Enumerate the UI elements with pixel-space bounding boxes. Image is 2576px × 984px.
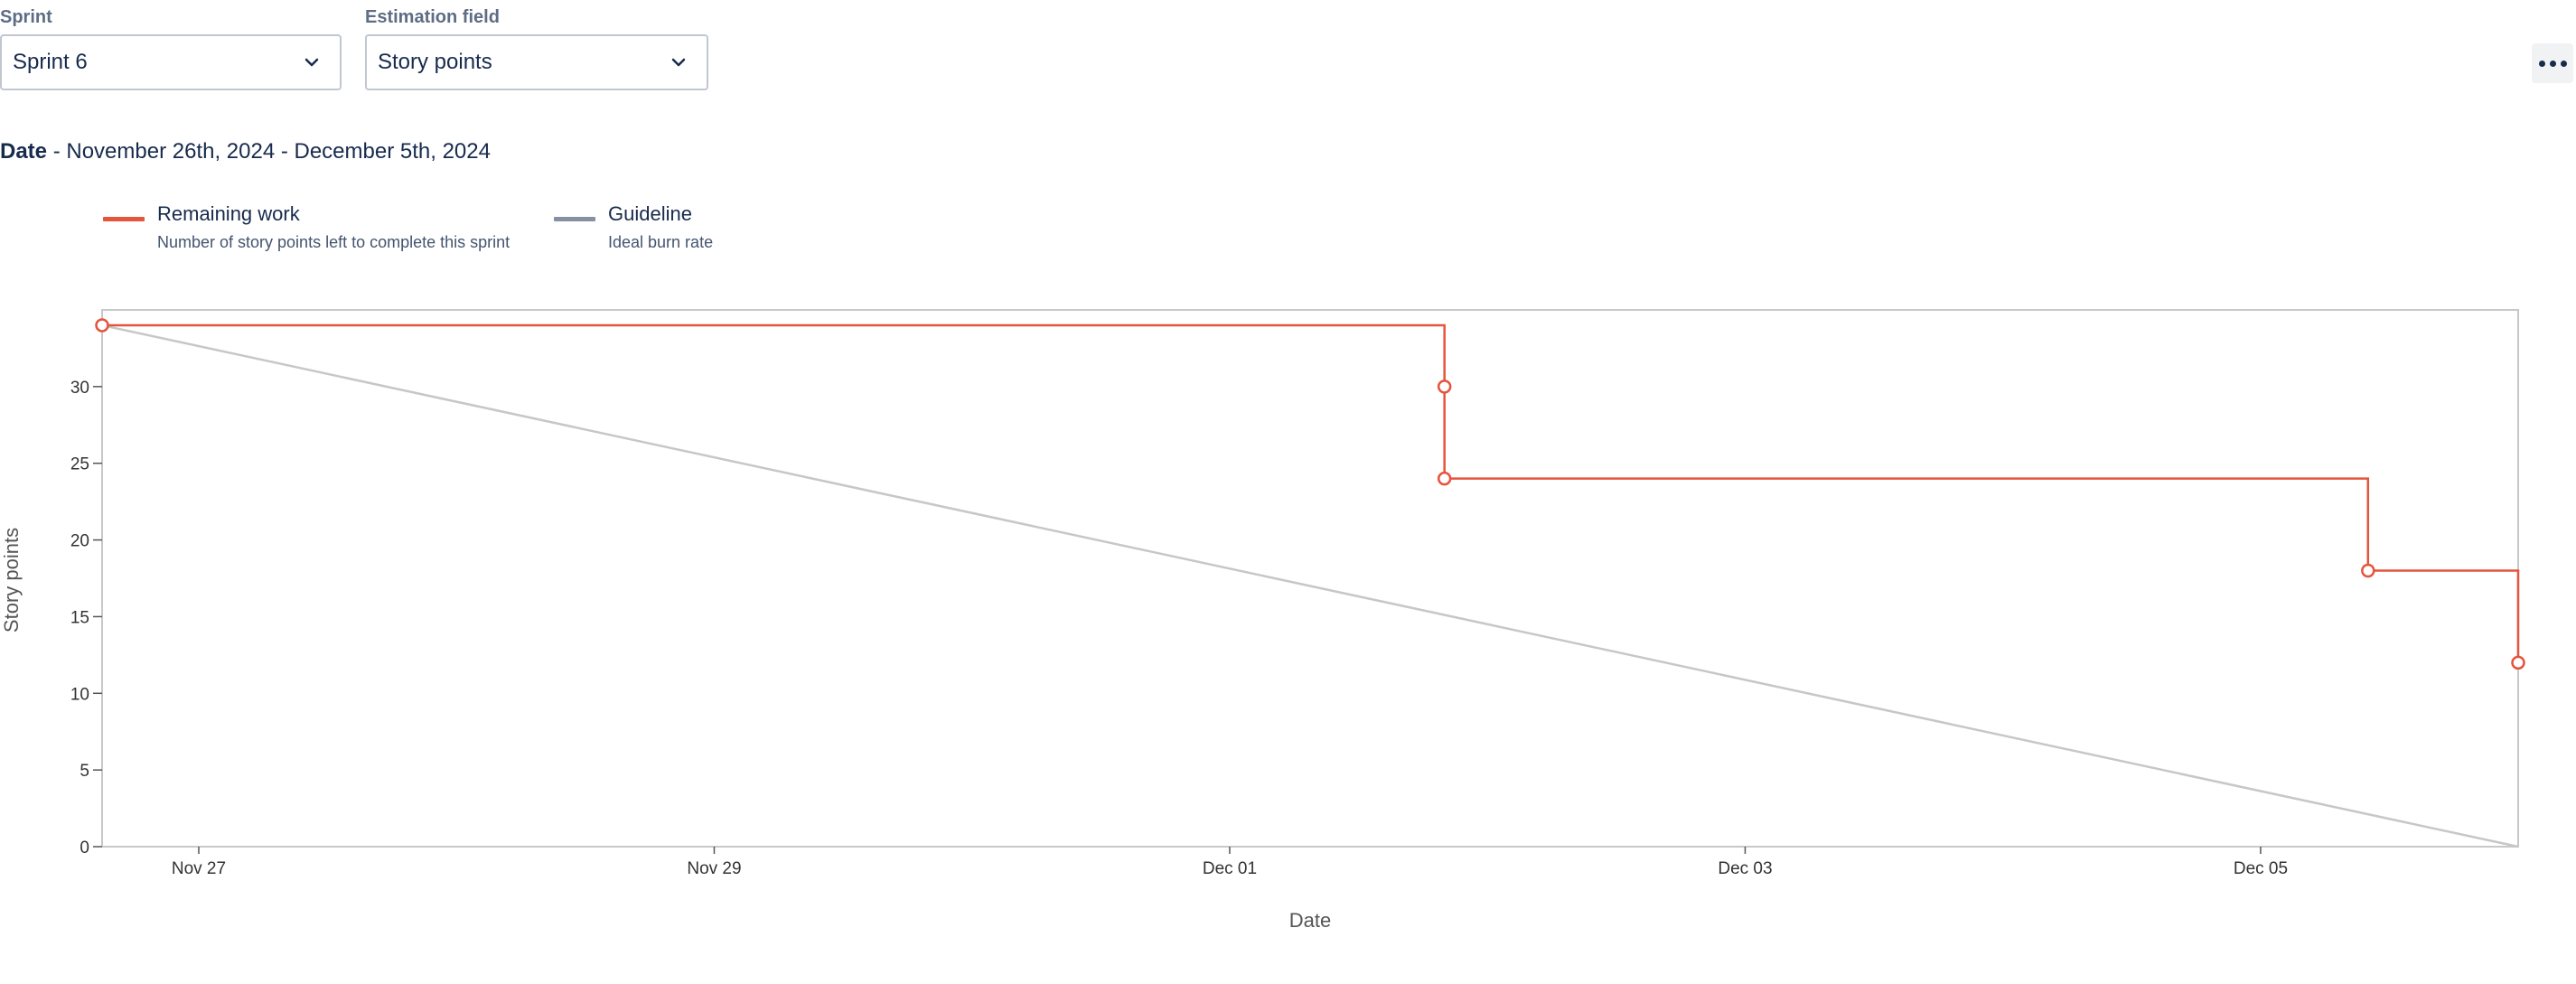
- date-range: Date - November 26th, 2024 - December 5t…: [0, 139, 491, 164]
- more-actions-button[interactable]: [2532, 43, 2573, 83]
- remaining-work-point: [1437, 380, 1452, 394]
- y-tick-label: 0: [80, 839, 89, 857]
- y-tick-label: 25: [70, 455, 89, 474]
- legend-title-remaining-work: Remaining work: [157, 202, 300, 225]
- estimation-field-label: Estimation field: [365, 7, 500, 27]
- more-horizontal-icon: [2538, 60, 2545, 67]
- x-axis-title: Date: [1289, 909, 1331, 932]
- guideline-series-line: [101, 323, 2519, 848]
- remaining-work-point: [95, 318, 109, 333]
- legend-swatch-guideline: [554, 217, 595, 221]
- estimation-field-value: Story points: [378, 50, 492, 74]
- x-tick-label: Nov 29: [687, 859, 741, 878]
- sprint-label: Sprint: [0, 7, 52, 27]
- y-tick-label: 5: [80, 762, 89, 781]
- chevron-down-icon: [669, 52, 688, 72]
- y-tick-label: 10: [70, 685, 89, 704]
- estimation-field-select[interactable]: Story points: [365, 34, 708, 90]
- remaining-work-point: [1437, 471, 1452, 486]
- legend-subtitle-guideline: Ideal burn rate: [608, 233, 714, 251]
- y-axis-title: Story points: [0, 528, 23, 633]
- sprint-select[interactable]: Sprint 6: [0, 34, 342, 90]
- remaining-work-point: [2511, 655, 2525, 670]
- x-tick-label: Dec 05: [2234, 859, 2288, 878]
- date-range-value: - November 26th, 2024 - December 5th, 20…: [47, 139, 491, 164]
- y-tick-label: 30: [70, 379, 89, 398]
- sprint-select-value: Sprint 6: [13, 50, 88, 74]
- x-tick-label: Dec 03: [1718, 859, 1772, 878]
- y-tick-label: 15: [70, 608, 89, 627]
- date-range-label: Date: [0, 139, 48, 164]
- remaining-work-series-line: [102, 323, 2520, 663]
- y-tick-label: 20: [70, 532, 89, 551]
- x-tick-label: Nov 27: [172, 859, 226, 878]
- x-tick-label: Dec 01: [1203, 859, 1257, 878]
- legend-title-guideline: Guideline: [608, 202, 692, 225]
- plot-frame: [101, 309, 2519, 848]
- chevron-down-icon: [302, 52, 322, 72]
- legend-subtitle-remaining-work: Number of story points left to complete …: [157, 233, 511, 251]
- legend-swatch-remaining-work: [103, 217, 145, 221]
- remaining-work-point: [2361, 563, 2375, 578]
